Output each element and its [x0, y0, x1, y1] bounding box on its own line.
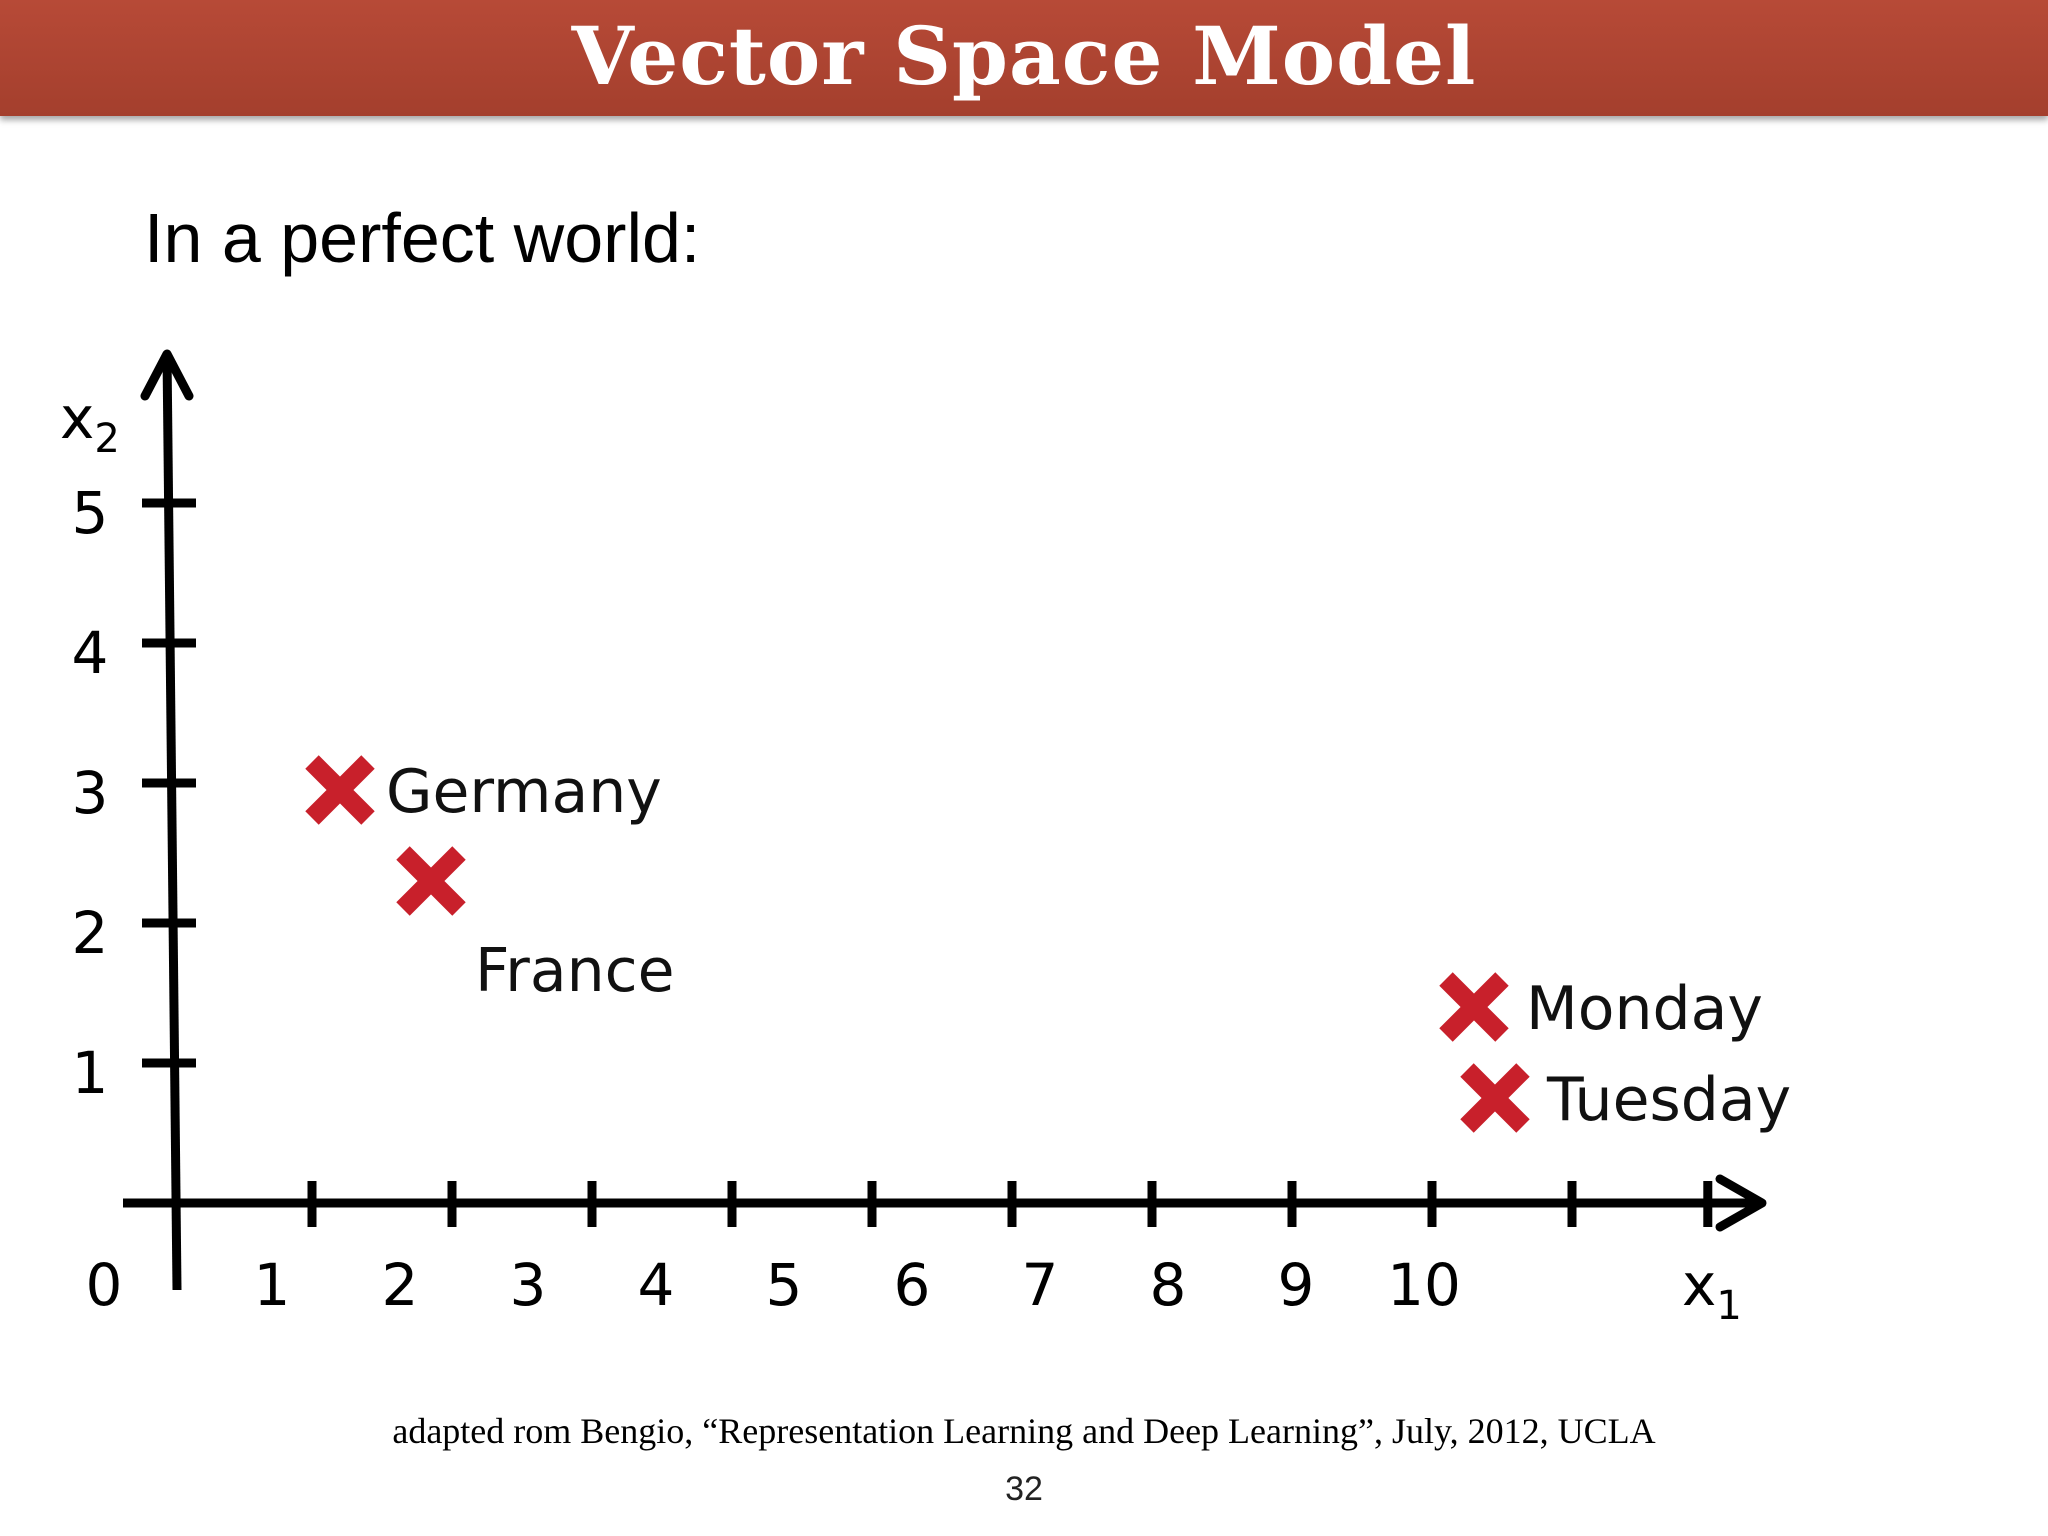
- x-tick-label: 7: [1022, 1251, 1059, 1319]
- x-tick-label: 1: [254, 1251, 291, 1319]
- point-marker: [396, 846, 466, 916]
- y-tick-label: 1: [72, 1039, 109, 1107]
- data-point: Germany: [305, 755, 662, 827]
- data-point: France: [396, 846, 675, 1006]
- slide-title: Vector Space Model: [571, 9, 1477, 103]
- point-marker: [1460, 1063, 1530, 1133]
- data-point: Tuesday: [1460, 1063, 1791, 1135]
- chart-ticks: 0 1 2 3 4 5 6 7 8 9 10 1 2 3 4 5: [72, 479, 1713, 1319]
- point-label: Tuesday: [1546, 1065, 1791, 1135]
- point-label: France: [475, 936, 675, 1006]
- x-tick-label: 5: [766, 1251, 803, 1319]
- x-tick-label: 6: [894, 1251, 931, 1319]
- title-bar: Vector Space Model: [0, 0, 2048, 116]
- chart-points: Germany France Monday Tuesday: [305, 755, 1791, 1135]
- x-axis-label: x1: [1682, 1251, 1742, 1329]
- page-number: 32: [1005, 1470, 1043, 1508]
- x-tick-label: 8: [1150, 1251, 1187, 1319]
- point-label: Monday: [1526, 974, 1763, 1044]
- y-tick-label: 4: [72, 619, 109, 687]
- x-tick-label: 3: [510, 1251, 547, 1319]
- y-tick-label: 5: [72, 479, 109, 547]
- y-axis-line: [162, 353, 182, 1291]
- y-tick-label: 2: [72, 899, 109, 967]
- point-label: Germany: [386, 757, 662, 827]
- x-tick-label: 10: [1387, 1251, 1461, 1319]
- y-axis-label: x2: [60, 384, 120, 462]
- point-marker: [1439, 972, 1509, 1042]
- y-tick-label: 3: [72, 759, 109, 827]
- slide-subtitle: In a perfect world:: [144, 199, 701, 277]
- citation: adapted rom Bengio, “Representation Lear…: [392, 1411, 1656, 1451]
- chart-axes: x1 x2: [60, 349, 1767, 1329]
- data-point: Monday: [1439, 972, 1763, 1044]
- y-axis-arrow: [140, 349, 194, 401]
- x-tick-label: 4: [638, 1251, 675, 1319]
- x-axis-arrow: [1715, 1174, 1767, 1232]
- x-tick-label: 9: [1278, 1251, 1315, 1319]
- x-tick-label: 0: [86, 1251, 123, 1319]
- point-marker: [305, 755, 375, 825]
- x-tick-label: 2: [382, 1251, 419, 1319]
